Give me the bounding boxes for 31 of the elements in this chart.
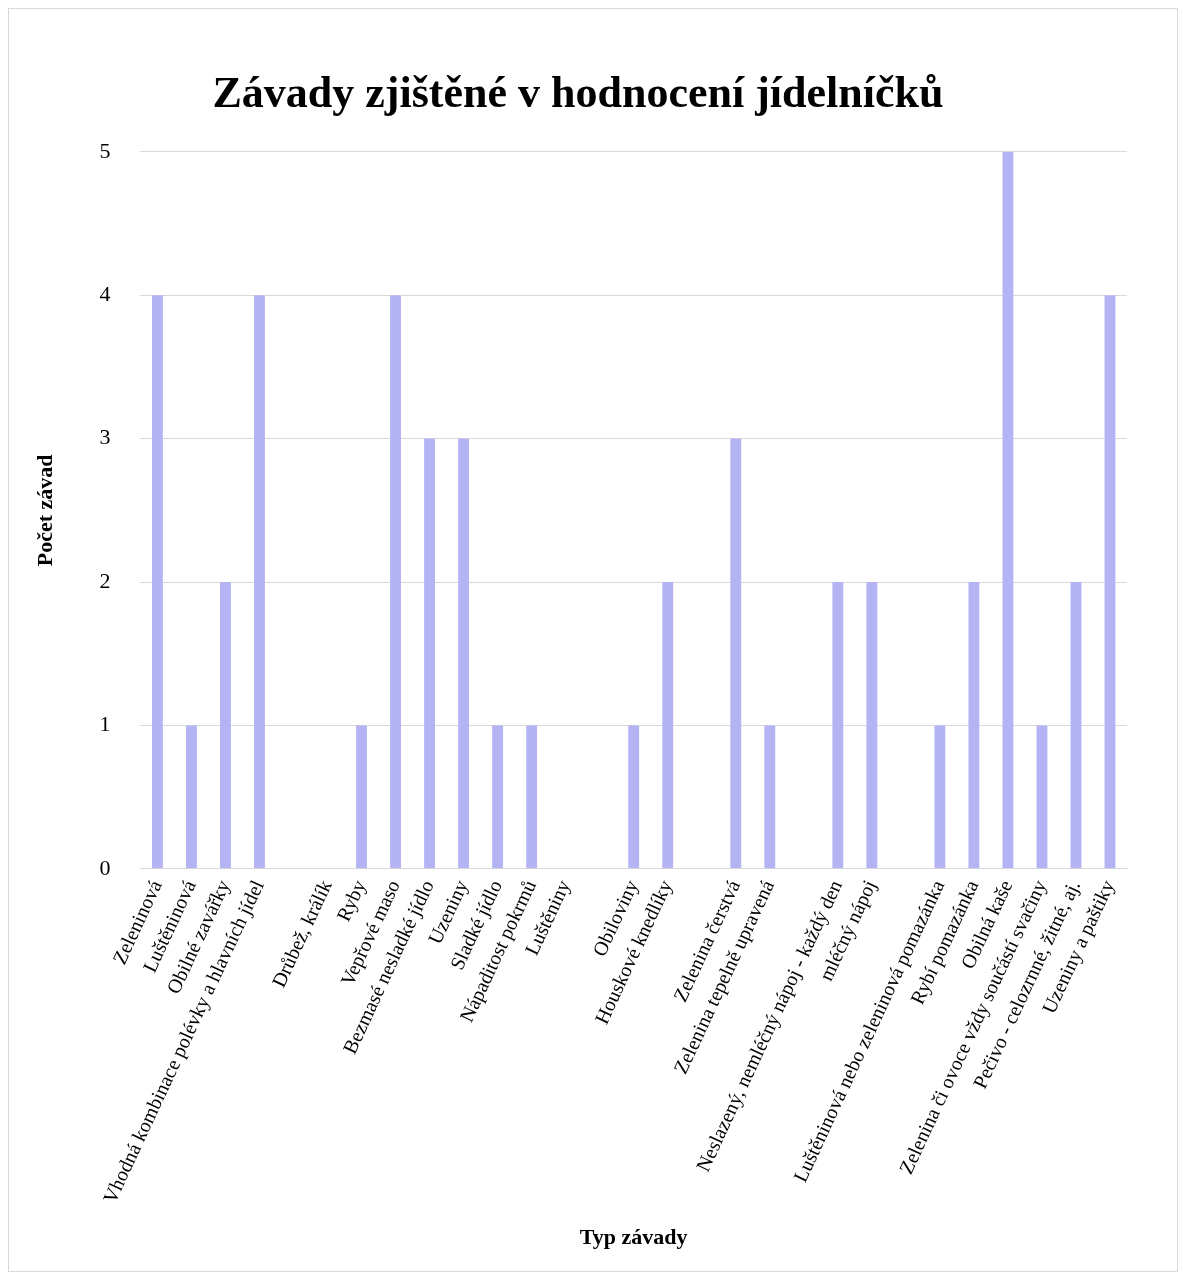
bar bbox=[526, 725, 538, 869]
x-axis-title: Typ závady bbox=[579, 1224, 688, 1250]
bar bbox=[390, 295, 401, 869]
bar bbox=[628, 725, 640, 869]
y-tick-label: 2 bbox=[99, 567, 111, 593]
bar bbox=[185, 725, 197, 869]
bar bbox=[151, 295, 163, 869]
bar bbox=[424, 438, 436, 869]
y-axis-title: Počet závad bbox=[31, 454, 57, 567]
y-tick-label: 5 bbox=[99, 137, 111, 163]
bar bbox=[458, 438, 470, 869]
bar bbox=[730, 438, 742, 869]
bar bbox=[866, 582, 878, 869]
bar bbox=[1104, 295, 1116, 869]
bar bbox=[220, 582, 231, 869]
bar bbox=[968, 582, 980, 869]
bar bbox=[764, 725, 776, 869]
bar bbox=[1036, 725, 1048, 869]
bar bbox=[662, 582, 674, 869]
y-tick-label: 1 bbox=[99, 711, 111, 737]
bar bbox=[934, 725, 946, 869]
bar bbox=[356, 725, 367, 869]
y-tick-label: 4 bbox=[99, 280, 111, 306]
bar bbox=[254, 295, 265, 869]
chart-title: Závady zjištěné v hodnocení jídelníčků bbox=[212, 67, 944, 117]
bar bbox=[1070, 582, 1082, 869]
y-tick-label: 0 bbox=[99, 854, 111, 880]
bar bbox=[832, 582, 844, 869]
bar bbox=[1002, 151, 1014, 869]
y-tick-label: 3 bbox=[99, 424, 111, 450]
bar bbox=[492, 725, 504, 869]
